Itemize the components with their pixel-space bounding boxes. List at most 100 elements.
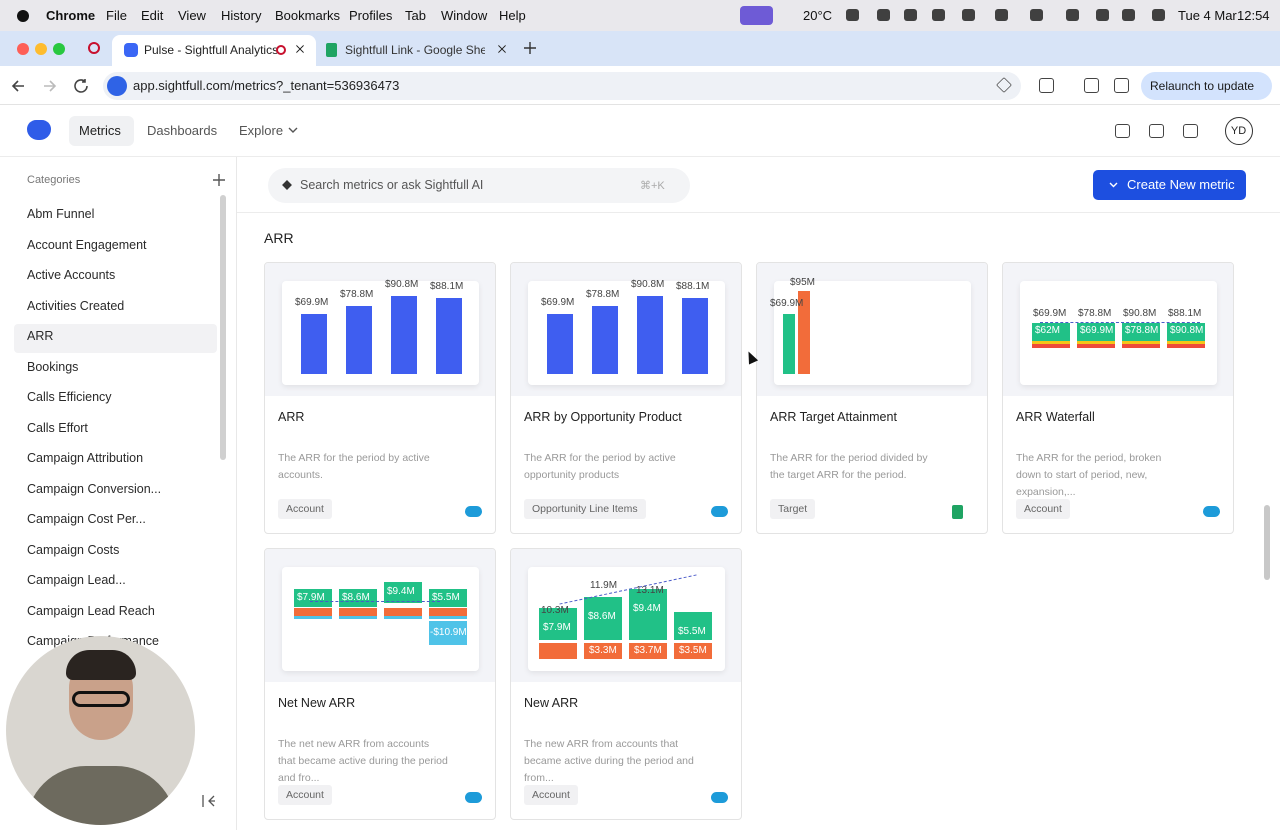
new-tab[interactable] <box>524 42 538 192</box>
sidebar-item[interactable]: Campaign Lead Reach <box>14 599 217 628</box>
chart-chip <box>1077 323 1115 341</box>
chart-chip <box>1032 344 1070 348</box>
status-icon[interactable] <box>877 9 890 21</box>
search-box[interactable]: Search metrics or ask Sightfull AI ⌘+K <box>268 168 690 203</box>
chart-label: $90.8M <box>1123 308 1157 319</box>
chart-chip <box>339 589 377 607</box>
sidebar-item[interactable]: Campaign Conversion... <box>14 477 217 506</box>
sidebar-label: Account Engagement <box>27 237 147 252</box>
chart-chip <box>384 582 422 603</box>
chart-label: $3.5M <box>679 645 707 656</box>
nav-label: Dashboards <box>147 123 218 138</box>
status-screen[interactable] <box>740 6 773 25</box>
sidebar-item[interactable]: Active Accounts <box>14 263 217 292</box>
menu-item[interactable]: View <box>178 8 206 23</box>
status-icon[interactable] <box>1066 9 1079 21</box>
menu-item[interactable]: Tab <box>405 8 426 23</box>
apple-logo[interactable] <box>16 8 32 158</box>
sidebar-item[interactable]: Campaign Lead... <box>14 568 217 597</box>
menu-item[interactable]: Edit <box>141 8 164 23</box>
menu-item[interactable]: History <box>221 8 262 23</box>
thumbnail: $69.9M $78.8M $90.8M $88.1M <box>282 279 479 385</box>
create-button[interactable]: Create New metric <box>1093 170 1246 200</box>
nav-item[interactable]: Metrics <box>69 116 134 146</box>
toolbar-icon[interactable] <box>1084 78 1099 93</box>
menu-item[interactable]: Help <box>499 8 526 23</box>
window-button[interactable] <box>17 43 29 55</box>
sidebar-item[interactable]: Account Engagement <box>14 233 217 262</box>
window-button[interactable] <box>35 43 47 55</box>
thumbnail: $7.9M $8.6M $9.4M $5.5M $3.3M $3.7M $3.5M 10.3M… <box>528 567 725 671</box>
metric-card[interactable]: $69.9M $78.8M $90.8M $88.1M ARR The ARR for t… <box>264 262 496 534</box>
add-category[interactable] <box>213 174 225 186</box>
avatar[interactable]: YD <box>1225 117 1253 145</box>
bar <box>391 296 417 374</box>
app-header <box>0 105 1280 157</box>
status-icon[interactable] <box>1030 9 1043 21</box>
search-shortcut: ⌘+K <box>640 180 665 192</box>
menu-item[interactable]: Window <box>441 8 488 23</box>
chart-label: $5.5M <box>432 592 460 603</box>
sidebar-item[interactable]: Bookings <box>14 355 217 384</box>
menu-item[interactable]: File <box>106 8 127 23</box>
chart-chip <box>674 643 712 659</box>
card-title: ARR Waterfall <box>1016 410 1095 424</box>
toolbar-icon[interactable] <box>1114 78 1129 93</box>
tab-recording[interactable] <box>88 42 100 54</box>
address-bar[interactable]: app.sightfull.com/metrics?_tenant=536936… <box>103 72 1021 100</box>
sidebar-item[interactable]: Campaign Cost Per... <box>14 507 217 536</box>
sidebar-item[interactable]: Calls Efficiency <box>14 385 217 414</box>
thumbnail: $69.9M $95M <box>770 277 971 385</box>
card-description: The ARR for the period by active opportu… <box>524 452 676 481</box>
chart-label: $8.6M <box>588 611 616 622</box>
menu-item[interactable]: Bookmarks <box>275 8 341 23</box>
sidebar-item[interactable]: Activities Created <box>14 294 217 323</box>
sidebar-item[interactable]: Abm Funnel <box>14 202 217 231</box>
create-label: Create New metric <box>1127 177 1235 192</box>
status-icon[interactable] <box>1122 9 1135 21</box>
status-icon[interactable] <box>904 9 917 21</box>
status-icon[interactable] <box>995 9 1008 21</box>
header-icon[interactable] <box>1183 124 1198 138</box>
metric-card[interactable]: $69.9M $95M ARR Target Attainment The ARR f… <box>756 262 988 534</box>
status-icon[interactable] <box>962 9 975 21</box>
menu-item[interactable]: Profiles <box>349 8 393 23</box>
sidebar-item[interactable]: Campaign Costs <box>14 538 217 567</box>
tab-close[interactable] <box>296 44 304 54</box>
sidebar-item[interactable]: Calls Effort <box>14 416 217 445</box>
chart-label: $90.8M <box>385 279 419 290</box>
metric-card[interactable]: $69.9M $78.8M $90.8M $88.1M ARR by Opportuni… <box>510 262 742 534</box>
nav-label: Metrics <box>79 123 121 138</box>
window-button[interactable] <box>53 43 65 55</box>
metric-card[interactable]: $69.9M $62M $78.8M $69.9M $90.8M $78.8M $88.1M… <box>1002 262 1234 534</box>
chart-chip <box>1032 323 1070 341</box>
nav-buttons[interactable] <box>10 77 90 95</box>
tab[interactable]: Sightfull Link - Google Sheet <box>318 35 514 66</box>
toolbar-icon[interactable] <box>1039 78 1054 93</box>
sidebar-item[interactable]: Campaign Attribution <box>14 446 217 475</box>
tab-close[interactable] <box>498 44 506 54</box>
logo[interactable] <box>27 120 51 140</box>
status-icon[interactable] <box>1152 9 1165 21</box>
menu-app[interactable]: Chrome <box>46 8 96 23</box>
bar <box>682 298 708 374</box>
header-icon[interactable] <box>1149 124 1164 138</box>
metric-card[interactable]: $7.9M $8.6M $9.4M $5.5M -$10.9M Net New ARR Th… <box>264 548 496 820</box>
thumbnail: $69.9M $62M $78.8M $69.9M $90.8M $78.8M $88.1M… <box>1020 281 1217 385</box>
tab[interactable]: Pulse - Sightfull Analytics <box>112 35 316 66</box>
card-description: The new ARR from accounts that became ac… <box>524 738 694 784</box>
relaunch-button[interactable]: Relaunch to update <box>1141 72 1272 100</box>
nav-item[interactable]: Explore <box>229 116 309 146</box>
nav-item[interactable]: Dashboards <box>137 116 226 146</box>
header-icon[interactable] <box>1115 124 1130 138</box>
collapse[interactable] <box>202 795 216 807</box>
status-icon[interactable] <box>1096 9 1109 21</box>
sidebar-item[interactable]: ARR <box>14 324 217 353</box>
bookmark-star[interactable] <box>996 77 1012 93</box>
sidebar-label: ARR <box>27 329 54 343</box>
tab-title: Pulse - Sightfull Analytics <box>144 43 279 57</box>
metric-card[interactable]: $7.9M $8.6M $9.4M $5.5M $3.3M $3.7M $3.5M 10.3M… <box>510 548 742 820</box>
status-icon[interactable] <box>846 9 859 21</box>
status-icon[interactable] <box>932 9 945 21</box>
chart-chip <box>1167 323 1205 341</box>
